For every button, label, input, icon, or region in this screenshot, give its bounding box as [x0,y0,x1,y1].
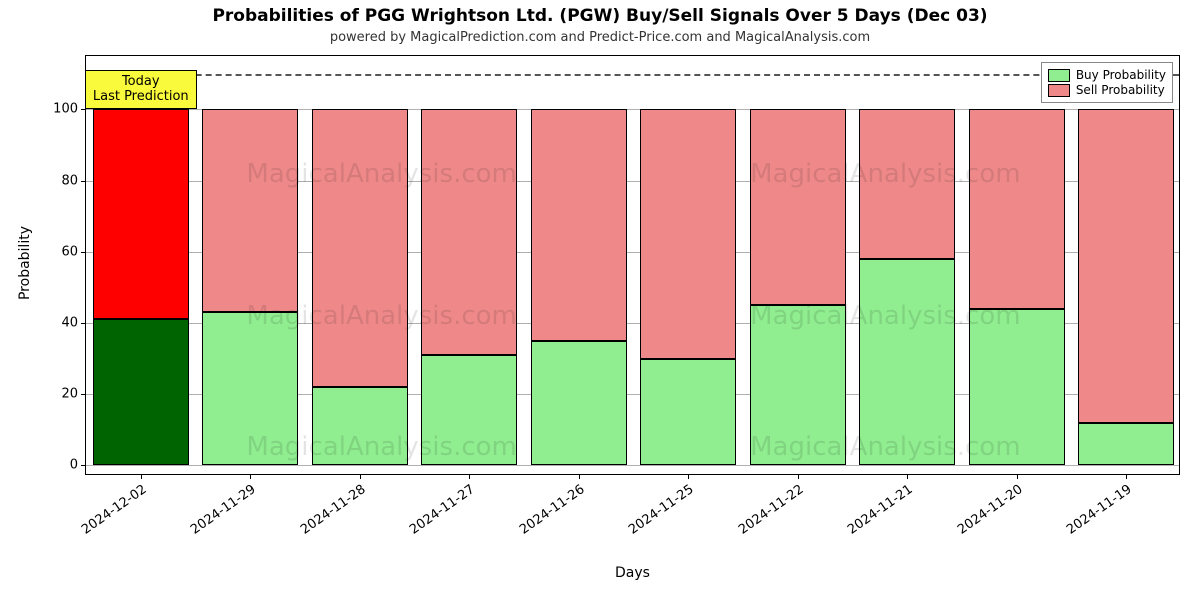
buy-bar [531,341,627,466]
x-tick-mark [798,474,799,479]
x-tick-label: 2024-12-02 [79,482,150,538]
annotation-line1: Today [88,74,194,90]
watermark-text: MagicalAnalysis.com [750,159,1020,189]
x-tick-mark [469,474,470,479]
buy-bar [640,359,736,466]
plot-area: 0204060801002024-12-022024-11-292024-11-… [85,55,1180,475]
legend-item: Buy Probability [1048,68,1166,82]
annotation-line2: Last Prediction [88,89,194,105]
x-tick-mark [688,474,689,479]
y-tick-label: 0 [70,458,78,473]
sell-bar [1078,109,1174,422]
sell-bar [531,109,627,340]
x-tick-label: 2024-11-26 [517,482,588,538]
sell-bar [750,109,846,305]
reference-line [86,74,1179,76]
sell-bar [202,109,298,312]
watermark-text: MagicalAnalysis.com [246,159,516,189]
legend-label: Sell Probability [1076,83,1165,97]
y-tick-mark [81,181,86,182]
y-tick-mark [81,465,86,466]
sell-bar [93,109,189,319]
x-tick-mark [907,474,908,479]
chart-figure: Probabilities of PGG Wrightson Ltd. (PGW… [0,0,1200,600]
sell-bar [969,109,1065,308]
y-tick-label: 40 [61,315,78,330]
legend: Buy ProbabilitySell Probability [1041,62,1173,103]
watermark-text: MagicalAnalysis.com [750,301,1020,331]
y-tick-label: 60 [61,244,78,259]
buy-bar [1078,423,1174,466]
y-tick-label: 100 [53,102,78,117]
today-annotation: TodayLast Prediction [85,70,197,109]
watermark-text: MagicalAnalysis.com [246,432,516,462]
sell-bar [312,109,408,387]
legend-swatch [1048,69,1070,82]
x-tick-label: 2024-11-19 [1064,482,1135,538]
buy-bar [93,319,189,465]
x-tick-mark [1126,474,1127,479]
legend-label: Buy Probability [1076,68,1166,82]
x-tick-label: 2024-11-20 [955,482,1026,538]
watermark-text: MagicalAnalysis.com [750,432,1020,462]
y-tick-mark [81,323,86,324]
legend-item: Sell Probability [1048,83,1166,97]
chart-title: Probabilities of PGG Wrightson Ltd. (PGW… [0,6,1200,26]
y-axis-label: Probability [17,203,33,323]
sell-bar [640,109,736,358]
x-axis-label: Days [85,565,1180,581]
x-tick-label: 2024-11-28 [298,482,369,538]
x-tick-label: 2024-11-25 [626,482,697,538]
watermark-text: MagicalAnalysis.com [246,301,516,331]
x-tick-label: 2024-11-29 [188,482,259,538]
x-tick-label: 2024-11-21 [845,482,916,538]
grid-line [86,465,1179,466]
x-tick-mark [579,474,580,479]
x-tick-mark [360,474,361,479]
y-tick-label: 20 [61,387,78,402]
x-tick-mark [1017,474,1018,479]
chart-subtitle: powered by MagicalPrediction.com and Pre… [0,30,1200,45]
legend-swatch [1048,84,1070,97]
x-tick-label: 2024-11-22 [736,482,807,538]
x-tick-label: 2024-11-27 [407,482,478,538]
x-tick-mark [250,474,251,479]
x-tick-mark [141,474,142,479]
y-tick-mark [81,394,86,395]
y-tick-mark [81,109,86,110]
y-tick-label: 80 [61,173,78,188]
y-tick-mark [81,252,86,253]
